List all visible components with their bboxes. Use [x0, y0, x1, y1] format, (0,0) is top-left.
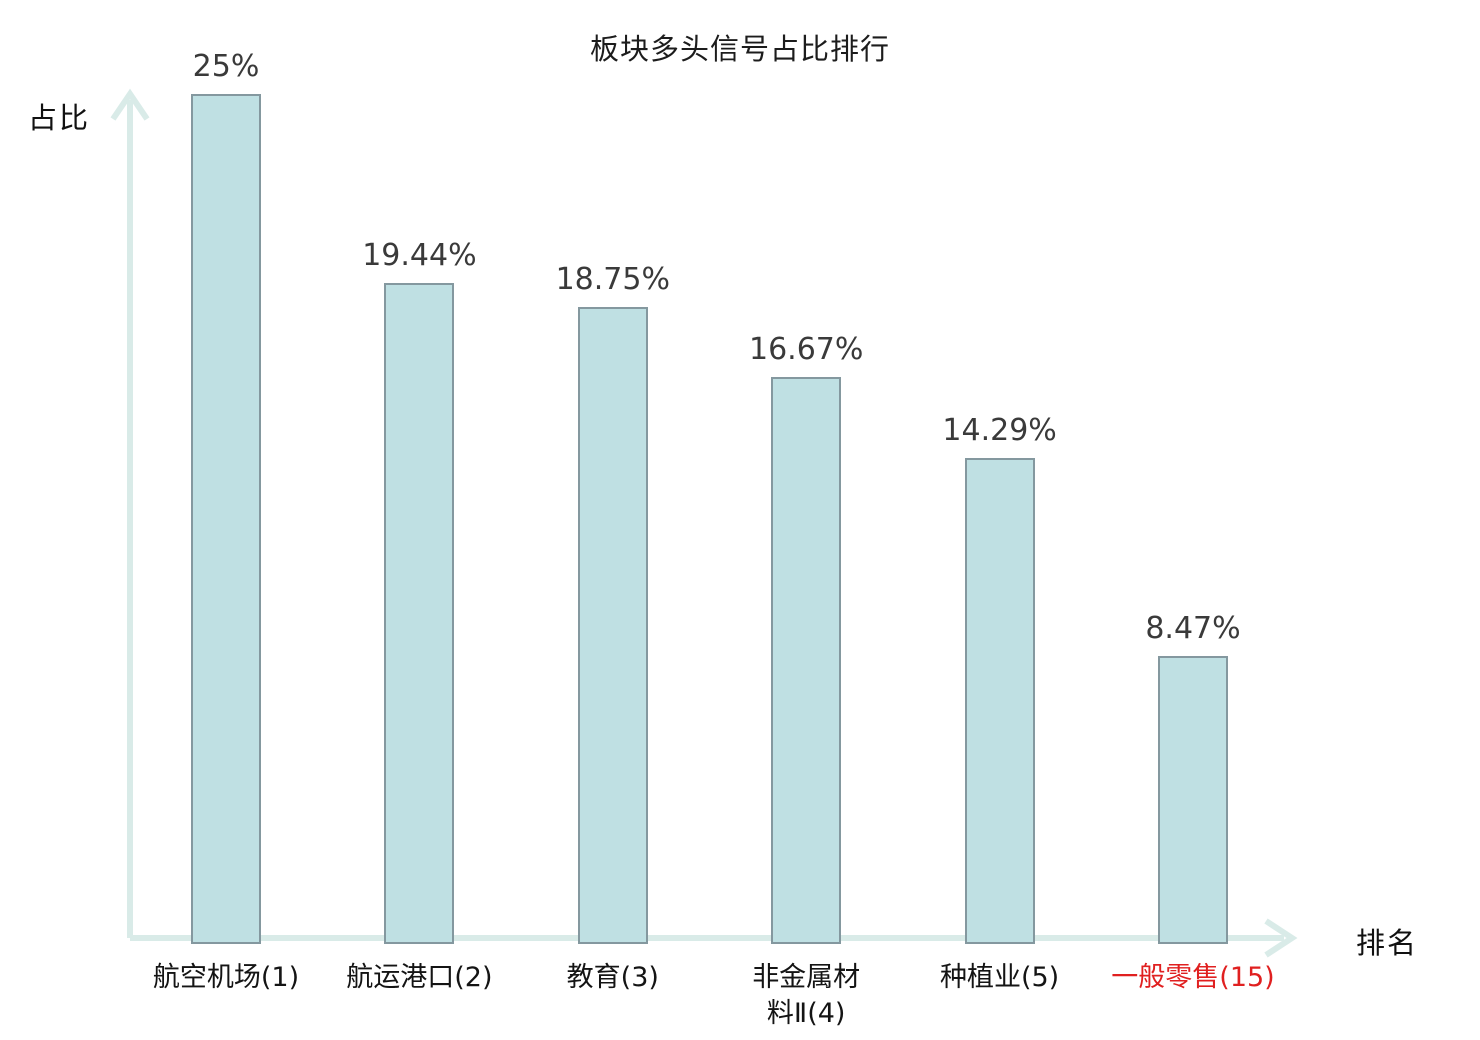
- y-axis-label: 占比: [28, 101, 91, 135]
- category-label: 一般零售(15): [1111, 962, 1275, 993]
- x-axis-arrow: [130, 918, 1298, 958]
- bar: [964, 458, 1035, 944]
- bar-value-label: 14.29%: [942, 413, 1057, 449]
- y-axis-arrow: [110, 88, 150, 938]
- bar-value-label: 16.67%: [748, 332, 864, 368]
- x-axis-label: 排名: [1356, 926, 1419, 960]
- bar-value-label: 18.75%: [555, 261, 670, 297]
- chart-title: 板块多头信号占比排行: [589, 32, 890, 66]
- category-label: 教育(3): [566, 962, 659, 993]
- category-label: 航运港口(2): [346, 962, 493, 993]
- bar: [191, 94, 261, 944]
- category-label: 非金属材 料Ⅱ(4): [752, 962, 861, 1030]
- bar-value-label: 8.47%: [1145, 611, 1241, 647]
- bar: [1158, 656, 1228, 944]
- bar-value-label: 19.44%: [362, 238, 477, 274]
- bar: [577, 306, 648, 944]
- category-label: 航空机场(1): [152, 962, 300, 993]
- bar: [384, 283, 455, 944]
- bar-value-label: 25%: [192, 49, 260, 84]
- category-label: 种植业(5): [939, 962, 1060, 993]
- bar: [771, 377, 842, 944]
